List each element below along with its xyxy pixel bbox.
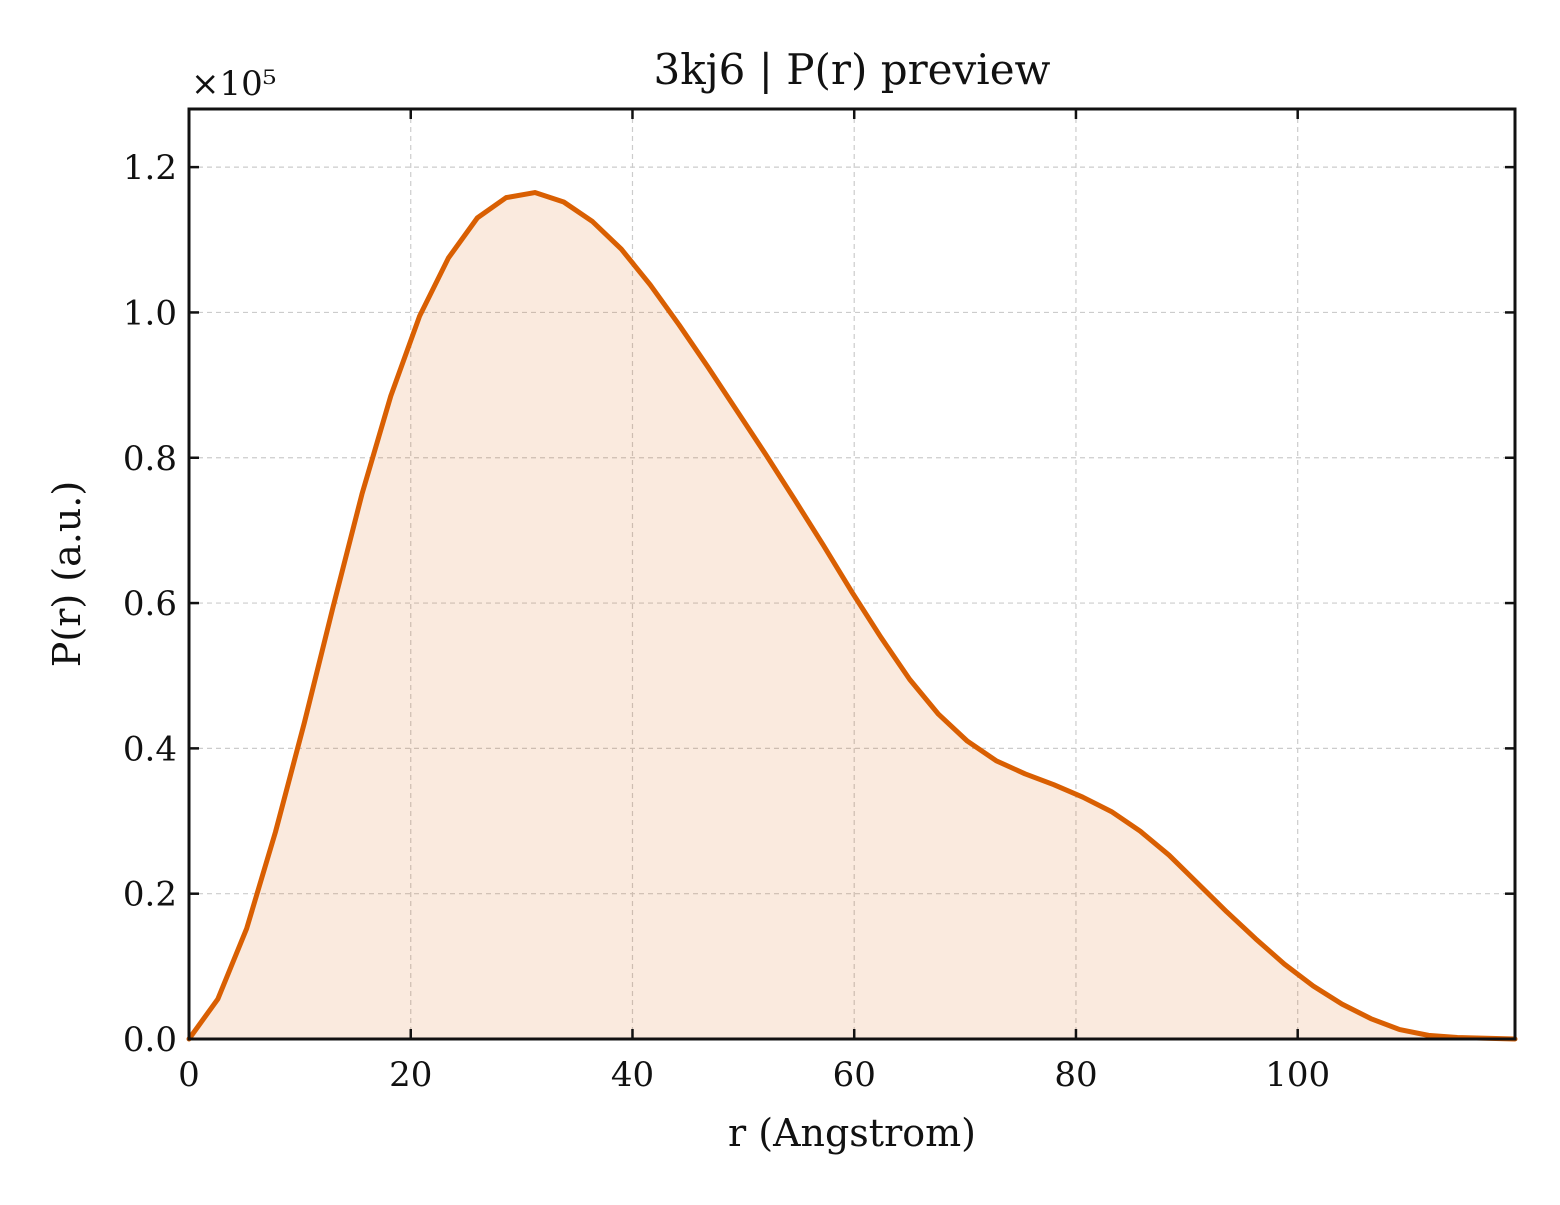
y-axis-offset-label: ×10⁵ xyxy=(191,64,276,104)
chart-title: 3kj6 | P(r) preview xyxy=(653,45,1050,94)
x-tick-label: 60 xyxy=(833,1055,876,1095)
x-axis-label: r (Angstrom) xyxy=(728,1111,976,1155)
y-tick-label: 0.8 xyxy=(123,439,177,479)
tick-layer: 0 20 40 60 80 100 0.0 0.2 0.4 0.6 0.8 1.0 1.2 xyxy=(123,109,1515,1095)
y-tick-label: 0.4 xyxy=(123,729,177,769)
y-tick-label: 1.0 xyxy=(123,293,177,333)
x-tick-label: 100 xyxy=(1265,1055,1330,1095)
x-tick-label: 40 xyxy=(611,1055,654,1095)
series-line xyxy=(186,190,1518,1042)
y-tick-label: 1.2 xyxy=(123,148,177,188)
x-tick-label: 80 xyxy=(1054,1055,1097,1095)
y-tick-label: 0.2 xyxy=(123,875,177,915)
y-tick-label: 0.6 xyxy=(123,584,177,624)
area-layer xyxy=(189,192,1515,1040)
x-tick-label: 0 xyxy=(178,1055,200,1095)
grid-lines xyxy=(189,109,1515,1039)
series-area-fill xyxy=(189,192,1515,1040)
x-tick-label: 20 xyxy=(389,1055,432,1095)
y-axis-label: P(r) (a.u.) xyxy=(45,481,89,667)
plot-frame xyxy=(187,107,1517,1041)
y-tick-label: 0.0 xyxy=(123,1020,177,1060)
line-layer xyxy=(186,190,1518,1042)
